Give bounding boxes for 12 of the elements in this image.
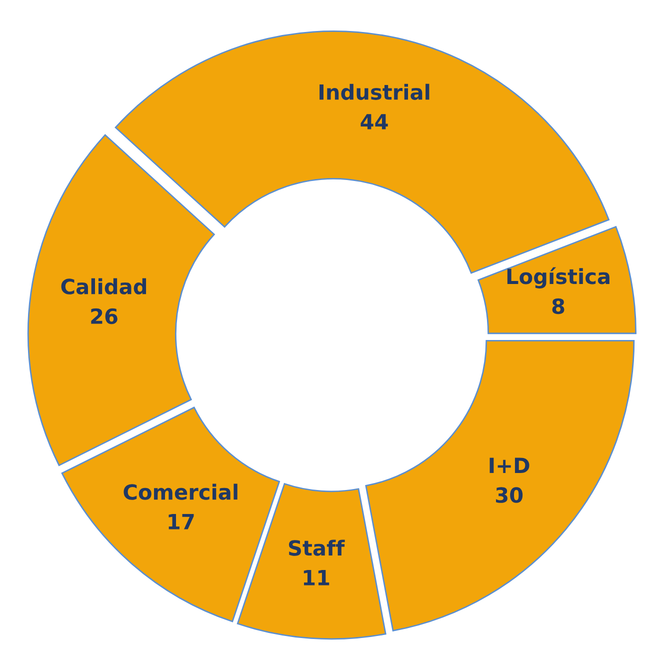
data-label: 8 bbox=[552, 298, 564, 314]
data-label: 44 bbox=[360, 114, 388, 130]
data-label: 30 bbox=[496, 487, 523, 503]
data-label: 11 bbox=[304, 570, 330, 586]
slice-label: Staff bbox=[288, 540, 345, 556]
slice-label: Calidad bbox=[61, 278, 146, 294]
slice-label: Comercial bbox=[124, 484, 238, 500]
slice-label: Logística bbox=[507, 267, 610, 288]
data-label: 17 bbox=[168, 514, 194, 530]
data-label: 26 bbox=[91, 308, 118, 324]
slice-label: I+D bbox=[490, 458, 530, 473]
slice-label: Industrial bbox=[320, 84, 430, 100]
